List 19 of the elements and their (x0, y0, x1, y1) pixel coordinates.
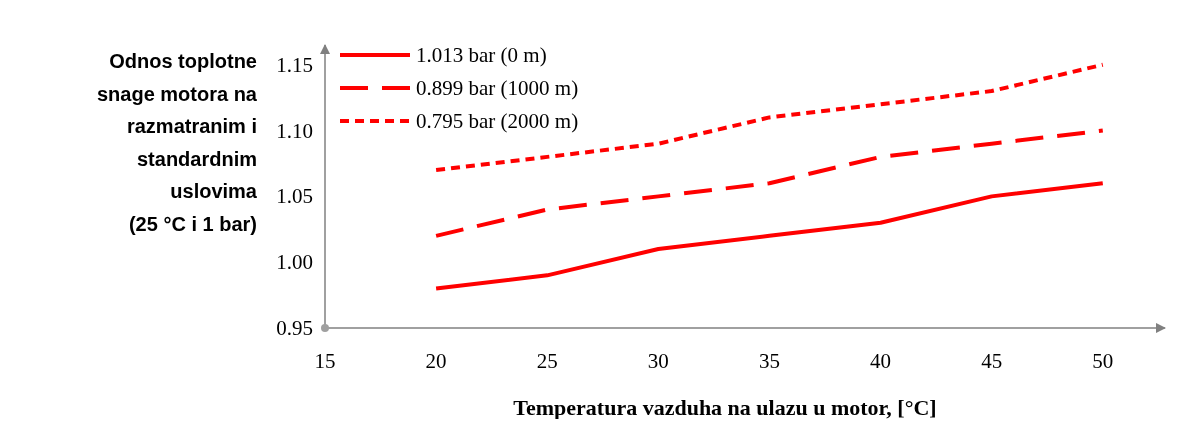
y-tick-label: 0.95 (276, 316, 313, 340)
y-axis-title: Odnos toplotne snage motora na razmatranim i standardnim uslovima (25 °C i 1 bar) (96, 50, 258, 235)
x-tick-label: 15 (314, 349, 336, 373)
y-tick-label: 1.05 (276, 184, 313, 209)
legend-label: 0.899 bar (1000 m) (416, 76, 579, 100)
x-tick-label: 40 (870, 349, 892, 373)
x-tick-label: 50 (1092, 349, 1114, 373)
x-tick-label: 25 (536, 349, 558, 373)
x-axis-title: Temperatura vazduha na ulazu u motor, [°C] (513, 395, 937, 420)
y-tick-label: 1.15 (276, 52, 313, 77)
line-series (434, 181, 1105, 291)
y-tick-label: 1.00 (276, 250, 313, 275)
x-tick-label: 45 (981, 349, 1003, 373)
x-tick-label: 35 (758, 349, 780, 373)
legend-label: 1.013 bar (0 m) (416, 43, 547, 67)
x-tick-label: 20 (425, 349, 447, 373)
x-tick-label: 30 (647, 349, 669, 373)
y-tick-label: 1.10 (276, 118, 313, 143)
legend-label: 0.795 bar (2000 m) (416, 109, 579, 133)
